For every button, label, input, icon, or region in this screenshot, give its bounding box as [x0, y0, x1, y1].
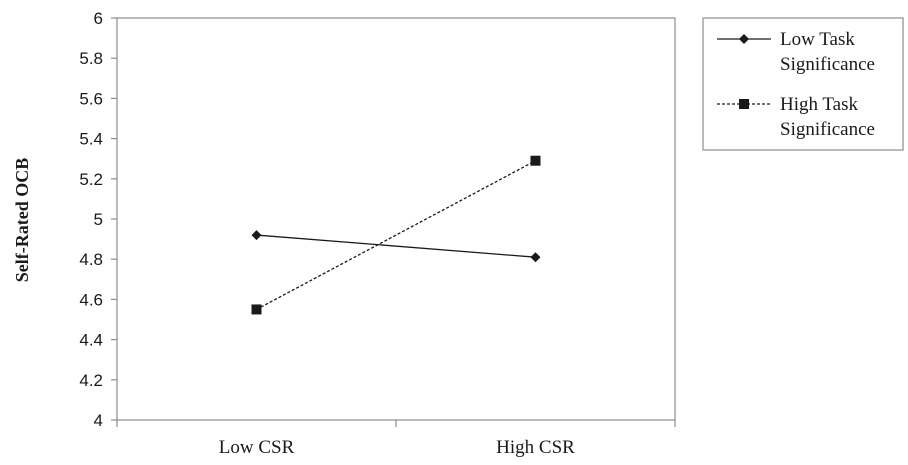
data-point [530, 252, 541, 263]
series-layer [251, 155, 541, 315]
legend-label: Low Task [780, 29, 855, 50]
y-tick-label: 4.4 [79, 331, 103, 350]
legend-marker [739, 34, 749, 44]
legend: Low Task Significance High Task Significanc… [702, 17, 904, 151]
series-1 [251, 230, 541, 263]
y-tick-label: 5.4 [79, 130, 103, 149]
y-tick-label: 4.6 [79, 290, 103, 309]
data-point [530, 155, 541, 166]
legend-label: High Task [780, 94, 859, 115]
y-tick-label: 4 [94, 411, 103, 430]
y-tick-label: 5 [94, 210, 103, 229]
data-point [251, 230, 262, 241]
legend-label: Significance [780, 119, 875, 140]
data-point [251, 304, 262, 315]
x-category-label: High CSR [496, 437, 575, 458]
y-tick-label: 5.6 [79, 89, 103, 108]
series-line [256, 160, 536, 311]
legend-box [702, 17, 904, 151]
y-axis-ticks: 4 4.2 4.4 4.6 4.8 5 5.2 5.4 5.6 5.8 6 [79, 9, 117, 430]
series-line [256, 234, 536, 258]
y-tick-label: 4.8 [79, 250, 103, 269]
legend-marker [739, 99, 749, 109]
y-axis-title: Self-Rated OCB [12, 158, 32, 283]
y-tick-label: 6 [94, 9, 103, 28]
x-category-label: Low CSR [219, 437, 295, 458]
y-tick-label: 4.2 [79, 371, 103, 390]
y-tick-label: 5.8 [79, 49, 103, 68]
legend-label: Significance [780, 54, 875, 75]
axes [116, 17, 676, 421]
plot-frame [116, 17, 676, 421]
x-axis-ticks: Low CSR High CSR [116, 420, 676, 458]
y-tick-label: 5.2 [79, 170, 103, 189]
series-2 [251, 155, 541, 315]
